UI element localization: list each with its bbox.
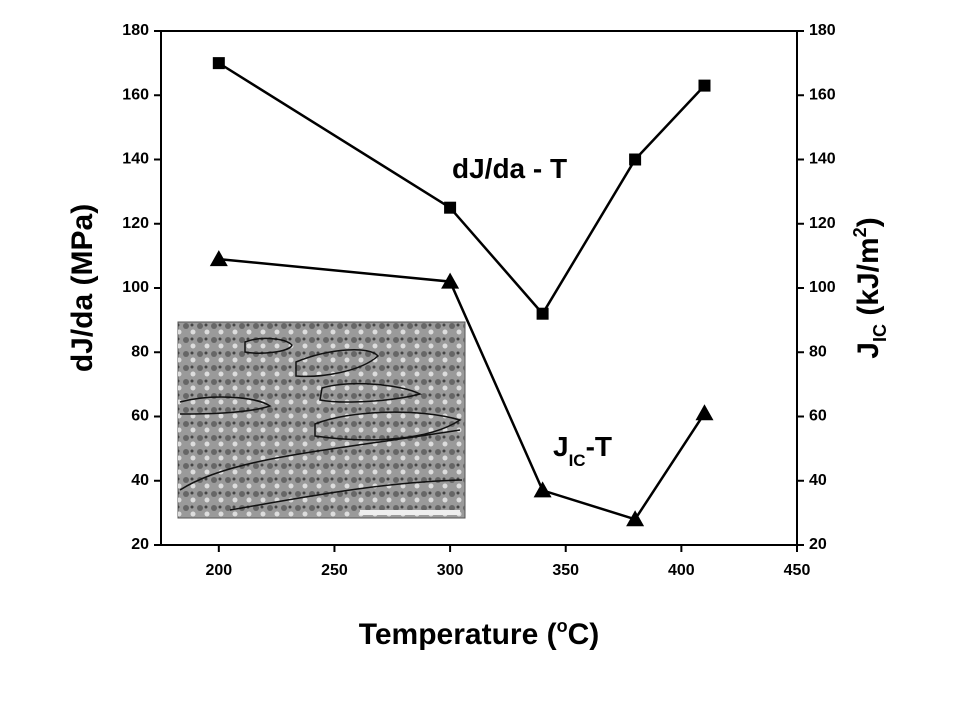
y2-tick-label: 40 — [809, 472, 827, 489]
x-tick-label: 300 — [437, 562, 464, 579]
y2-axis-label-part: (kJ/m — [852, 237, 885, 324]
x-tick-label: 450 — [784, 562, 811, 579]
annotation-part: dJ/da - T — [452, 153, 567, 184]
marker — [629, 153, 642, 166]
marker — [444, 201, 457, 214]
annotation-part: J — [553, 431, 569, 462]
marker — [209, 250, 228, 267]
inset-micrograph — [177, 321, 466, 519]
x-tick-label: 350 — [552, 562, 579, 579]
y-tick-label: 140 — [122, 151, 149, 168]
y2-tick-label: 80 — [809, 343, 827, 360]
marker — [533, 481, 552, 498]
y-tick-label: 60 — [131, 408, 149, 425]
x-tick-label: 400 — [668, 562, 695, 579]
y-tick-label: 40 — [131, 472, 149, 489]
annotation-part: IC — [569, 451, 586, 470]
y2-tick-label: 100 — [809, 279, 836, 296]
y2-axis-label-part: J — [852, 342, 885, 359]
annotation: dJ/da - T — [452, 153, 567, 184]
x-axis-label-part: Temperature ( — [359, 618, 557, 651]
y-axis-label: dJ/da (MPa) — [66, 204, 99, 372]
x-tick-label: 250 — [321, 562, 348, 579]
y2-axis-label: JIC (kJ/m2) — [850, 217, 890, 358]
x-axis-label-part: o — [557, 616, 568, 636]
y2-tick-label: 180 — [809, 22, 836, 39]
y2-axis-label-part: 2 — [850, 227, 870, 237]
y2-tick-label: 120 — [809, 215, 836, 232]
y2-tick-label: 140 — [809, 151, 836, 168]
x-tick-label: 200 — [205, 562, 232, 579]
annotation: JIC-T — [553, 431, 612, 470]
marker — [695, 404, 714, 421]
y-tick-label: 160 — [122, 86, 149, 103]
y-tick-label: 180 — [122, 22, 149, 39]
x-axis-label-part: C) — [568, 618, 600, 651]
x-axis-label: Temperature (oC) — [359, 616, 599, 651]
annotation-part: -T — [586, 431, 612, 462]
y-tick-label: 20 — [131, 536, 149, 553]
marker — [698, 79, 711, 92]
y2-axis-label-part: IC — [870, 324, 890, 342]
marker — [441, 272, 460, 289]
y-tick-label: 100 — [122, 279, 149, 296]
y2-tick-label: 20 — [809, 536, 827, 553]
y2-tick-label: 160 — [809, 86, 836, 103]
y-tick-label: 80 — [131, 343, 149, 360]
marker — [536, 307, 549, 320]
y2-axis-label-part: ) — [852, 217, 885, 227]
marker — [212, 57, 225, 70]
marker — [626, 510, 645, 527]
y-tick-label: 120 — [122, 215, 149, 232]
series-line — [218, 62, 706, 316]
y2-tick-label: 60 — [809, 408, 827, 425]
